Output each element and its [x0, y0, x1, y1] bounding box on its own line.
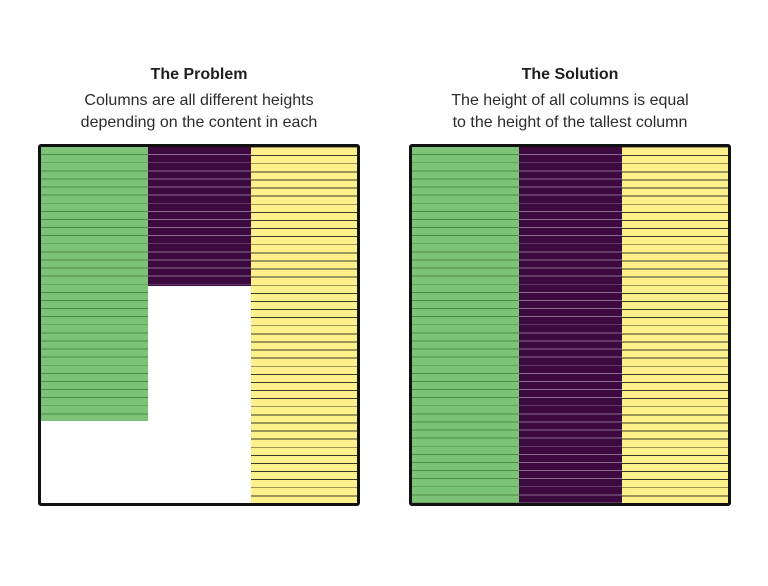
solution-container [409, 144, 731, 506]
solution-panel: The Solution The height of all columns i… [409, 64, 731, 506]
problem-title: The Problem [150, 66, 248, 83]
problem-description-line-2: depending on the content in each [80, 114, 318, 131]
problem-description-line-1: Columns are all different heights [84, 92, 314, 109]
problem-purple-column [148, 147, 251, 286]
problem-container [38, 144, 360, 506]
problem-description: Columns are all different heights depend… [38, 90, 360, 134]
problem-yellow-column [251, 147, 357, 503]
solution-description-line-1: The height of all columns is equal [451, 92, 689, 109]
solution-title: The Solution [521, 66, 619, 83]
solution-description-line-2: to the height of the tallest column [452, 114, 688, 131]
solution-description: The height of all columns is equal to th… [409, 90, 731, 134]
solution-yellow-column [622, 147, 728, 503]
problem-panel: The Problem Columns are all different he… [38, 64, 360, 506]
solution-green-column [412, 147, 519, 503]
problem-green-column [41, 147, 148, 421]
solution-purple-column [519, 147, 622, 503]
